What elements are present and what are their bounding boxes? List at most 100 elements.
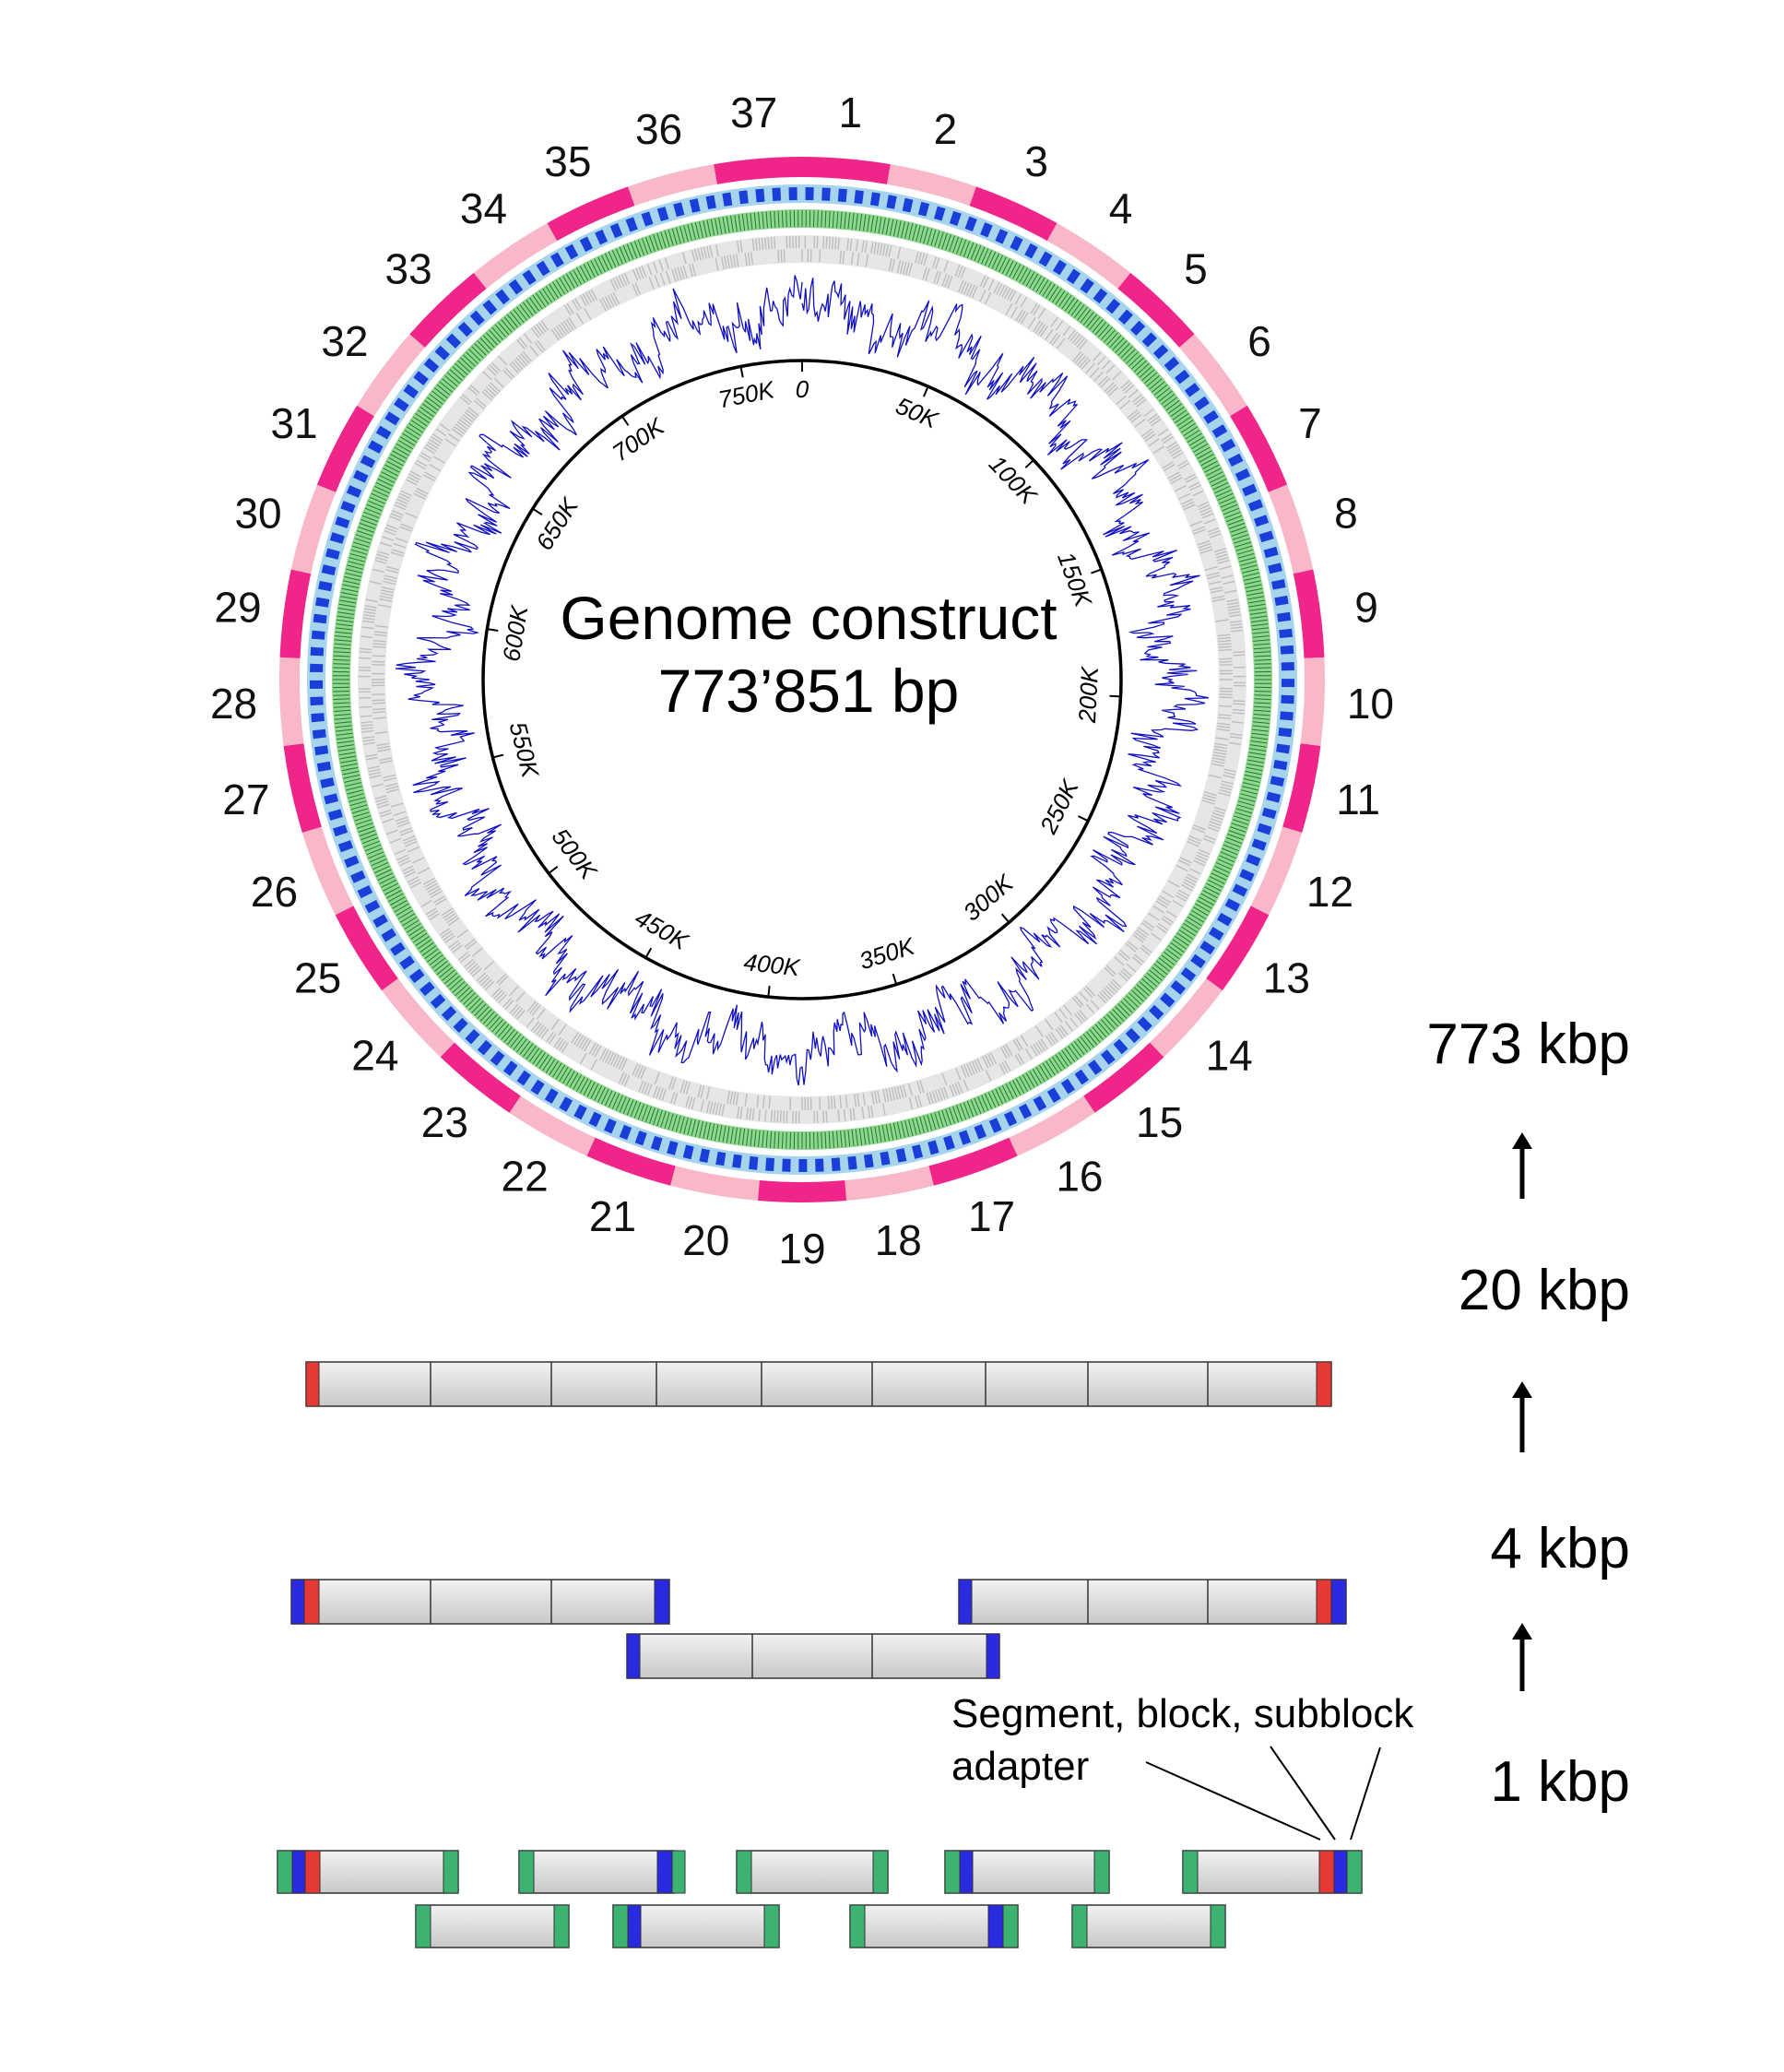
- gene-marks: [358, 235, 1246, 1124]
- subblock-bar: [736, 1850, 889, 1894]
- block-mark: [667, 1140, 679, 1155]
- block-mark: [315, 597, 330, 608]
- block-mark: [329, 532, 345, 544]
- block-mark: [310, 646, 325, 657]
- segment-number: 18: [875, 1216, 922, 1264]
- segment-number: 11: [1336, 776, 1380, 823]
- adapter-cap: [736, 1850, 752, 1894]
- segment-number: 3: [1024, 137, 1048, 185]
- subblock-marks: [332, 209, 1272, 1150]
- segment-number: 15: [1136, 1098, 1183, 1146]
- block-mark: [1280, 645, 1294, 655]
- adapter-cap: [656, 1850, 673, 1894]
- block-mark: [988, 1118, 1002, 1133]
- block-mark: [550, 252, 564, 268]
- tick-mark: [1109, 694, 1121, 698]
- block-mark: [886, 195, 897, 209]
- block-mark: [1199, 941, 1215, 955]
- block-mark: [1066, 268, 1081, 285]
- block-mark: [1281, 679, 1295, 688]
- scale-label-773kbp: 773 kbp: [1426, 1012, 1630, 1076]
- tick-label: 500K: [547, 823, 604, 886]
- block-mark: [837, 188, 847, 203]
- block-mark: [1217, 912, 1233, 927]
- adapter-cap: [1318, 1850, 1335, 1894]
- segment-arc: [586, 1137, 676, 1186]
- block-mark: [324, 793, 339, 805]
- tick-mark: [548, 866, 559, 874]
- gene-ring: [357, 235, 1246, 1124]
- segment-number: 21: [589, 1192, 636, 1240]
- block-mark: [895, 1148, 907, 1163]
- tick-label: 50K: [892, 392, 943, 435]
- segment-number: 24: [351, 1032, 398, 1080]
- adapter-cap: [1002, 1904, 1019, 1948]
- adapter-cap: [872, 1850, 889, 1894]
- annotation-line2: adapter: [951, 1744, 1089, 1789]
- block-mark: [325, 548, 340, 560]
- segment-arc: [845, 1166, 934, 1201]
- block-mark: [310, 696, 324, 706]
- segment-arc: [301, 826, 354, 916]
- block-mark: [656, 207, 669, 222]
- block-mark: [958, 1130, 972, 1145]
- block-mark: [430, 993, 446, 1009]
- adapter-cap: [958, 1579, 973, 1625]
- block-mark: [1281, 694, 1294, 704]
- subblock-bar: [1182, 1850, 1363, 1894]
- block-mark: [1184, 383, 1200, 397]
- annotation-pointer-red: [1145, 1761, 1321, 1841]
- segment-arc: [1150, 978, 1223, 1058]
- adapter-cap: [1210, 1904, 1226, 1948]
- genome-title: Genome construct: [560, 584, 1057, 652]
- block-mark: [313, 613, 327, 624]
- block-mark: [705, 195, 716, 210]
- block-mark: [564, 243, 579, 260]
- segment-number: 12: [1306, 868, 1353, 916]
- tick-mark: [767, 986, 771, 998]
- segment-arc: [1046, 223, 1131, 289]
- block-mark: [320, 777, 335, 788]
- block-mark: [1018, 1103, 1033, 1119]
- adapter-cap: [626, 1633, 641, 1679]
- tick-label: 350K: [856, 931, 918, 975]
- circular-genome-map: 050K100K150K200K250K300K350K400K450K500K…: [210, 89, 1394, 1273]
- block-mark: [1281, 661, 1294, 671]
- block-mark: [357, 885, 373, 899]
- block-mark: [1033, 1095, 1047, 1111]
- tick-mark: [644, 947, 653, 959]
- segment-number: 25: [294, 953, 341, 1001]
- segment-arc: [1179, 334, 1247, 417]
- block-mark: [1258, 530, 1274, 543]
- block-mark: [821, 187, 831, 201]
- segment-arc: [1230, 405, 1288, 492]
- gc-skew-track: [395, 275, 1210, 1086]
- tick-label: 250K: [1034, 774, 1084, 838]
- block-mark: [403, 384, 419, 399]
- adapter-cap: [627, 1904, 642, 1948]
- annotation-line1: Segment, block, subblock: [951, 1691, 1414, 1736]
- block-mark: [413, 371, 429, 385]
- block-mark: [490, 1050, 505, 1066]
- segment-arc: [928, 1137, 1018, 1186]
- block-mark: [715, 1151, 727, 1166]
- adapter-cap: [303, 1579, 320, 1625]
- block-mark: [579, 236, 594, 253]
- adapter-cap: [959, 1850, 974, 1894]
- bar-body: [415, 1904, 570, 1948]
- block-mark: [1251, 838, 1267, 851]
- block-mark: [333, 824, 349, 837]
- bar-body: [626, 1633, 1000, 1679]
- block-mark: [964, 216, 977, 231]
- segment-arc: [279, 657, 304, 747]
- bar-body: [958, 1579, 1347, 1625]
- tick-label: 0: [796, 375, 809, 403]
- block-mark: [1263, 546, 1279, 559]
- block-mark: [530, 1079, 545, 1095]
- adapter-cap: [654, 1579, 670, 1625]
- block-mark: [625, 217, 638, 232]
- block-mark: [673, 202, 685, 218]
- tick-mark: [1091, 568, 1103, 574]
- block-mark: [933, 206, 946, 221]
